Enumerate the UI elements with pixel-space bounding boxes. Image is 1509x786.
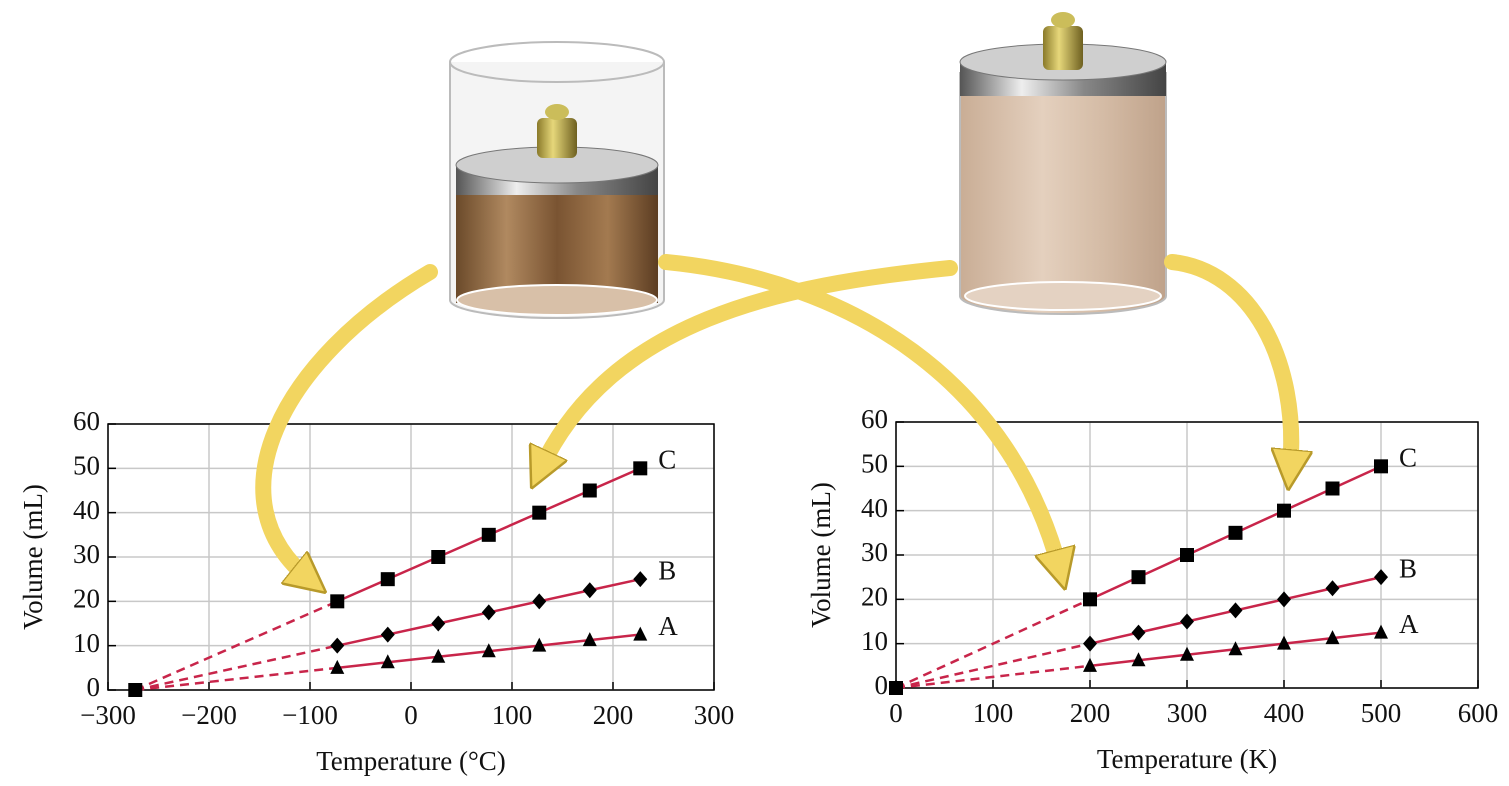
y-tick-label: 10	[73, 628, 100, 658]
marker	[583, 582, 597, 598]
marker	[532, 593, 546, 609]
x-tick-label: 200	[1070, 698, 1111, 728]
marker	[583, 484, 597, 498]
marker	[889, 681, 903, 695]
y-tick-label: 50	[861, 449, 888, 479]
marker	[431, 550, 445, 564]
marker	[1374, 459, 1388, 473]
marker	[1374, 625, 1388, 639]
x-axis-label: Temperature (K)	[1097, 744, 1277, 774]
marker	[381, 572, 395, 586]
x-tick-label: 200	[593, 700, 634, 730]
marker	[482, 604, 496, 620]
y-tick-label: 60	[861, 404, 888, 434]
y-tick-label: 30	[861, 537, 888, 567]
x-tick-label: 500	[1361, 698, 1402, 728]
marker	[532, 506, 546, 520]
x-tick-label: 400	[1264, 698, 1305, 728]
series-label: C	[658, 445, 676, 475]
marker	[633, 627, 647, 641]
series-label: B	[1399, 553, 1417, 583]
x-tick-label: 600	[1458, 698, 1499, 728]
arrow	[263, 272, 430, 580]
marker	[1277, 504, 1291, 518]
figure: −300−200−10001002003000102030405060Tempe…	[0, 0, 1509, 786]
y-tick-label: 10	[861, 626, 888, 656]
weight-knob	[545, 104, 569, 120]
x-tick-label: −200	[181, 700, 237, 730]
arrow	[1172, 262, 1291, 470]
y-tick-label: 30	[73, 539, 100, 569]
y-axis-label: Volume (mL)	[18, 484, 48, 630]
extrapolation-line	[135, 646, 337, 690]
x-tick-label: 300	[1167, 698, 1208, 728]
marker	[381, 627, 395, 643]
series-label: B	[658, 555, 676, 585]
marker	[1083, 592, 1097, 606]
marker	[482, 528, 496, 542]
x-tick-label: 100	[492, 700, 533, 730]
y-tick-label: 0	[87, 672, 101, 702]
x-axis-label: Temperature (°C)	[316, 746, 506, 776]
series-label: C	[1399, 443, 1417, 473]
marker	[1132, 570, 1146, 584]
x-tick-label: 300	[694, 700, 735, 730]
extrapolation-line	[135, 668, 337, 690]
base	[457, 285, 657, 315]
weight	[537, 118, 577, 158]
weight	[1043, 26, 1083, 70]
weight-knob	[1051, 12, 1075, 28]
base	[965, 282, 1161, 310]
marker	[330, 594, 344, 608]
marker	[633, 571, 647, 587]
cylinder	[960, 72, 1166, 314]
x-tick-label: −300	[80, 700, 136, 730]
series-label: A	[658, 611, 678, 641]
marker	[1326, 482, 1340, 496]
y-tick-label: 40	[73, 495, 100, 525]
marker	[1277, 591, 1291, 607]
x-tick-label: 0	[404, 700, 418, 730]
marker	[1180, 548, 1194, 562]
y-tick-label: 20	[861, 582, 888, 612]
y-tick-label: 0	[875, 670, 889, 700]
marker	[1083, 636, 1097, 652]
x-tick-label: −100	[282, 700, 338, 730]
y-axis-label: Volume (mL)	[806, 482, 836, 628]
y-tick-label: 60	[73, 406, 100, 436]
illustration	[263, 12, 1291, 580]
marker	[1132, 625, 1146, 641]
x-tick-label: 0	[889, 698, 903, 728]
marker	[330, 638, 344, 654]
y-tick-label: 40	[861, 493, 888, 523]
marker	[1326, 580, 1340, 596]
marker	[1229, 602, 1243, 618]
marker	[1229, 526, 1243, 540]
series-label: A	[1399, 609, 1419, 639]
marker	[633, 461, 647, 475]
marker	[128, 683, 142, 697]
x-tick-label: 100	[973, 698, 1014, 728]
marker	[1180, 614, 1194, 630]
y-tick-label: 50	[73, 451, 100, 481]
y-tick-label: 20	[73, 584, 100, 614]
marker	[431, 616, 445, 632]
marker	[1374, 569, 1388, 585]
